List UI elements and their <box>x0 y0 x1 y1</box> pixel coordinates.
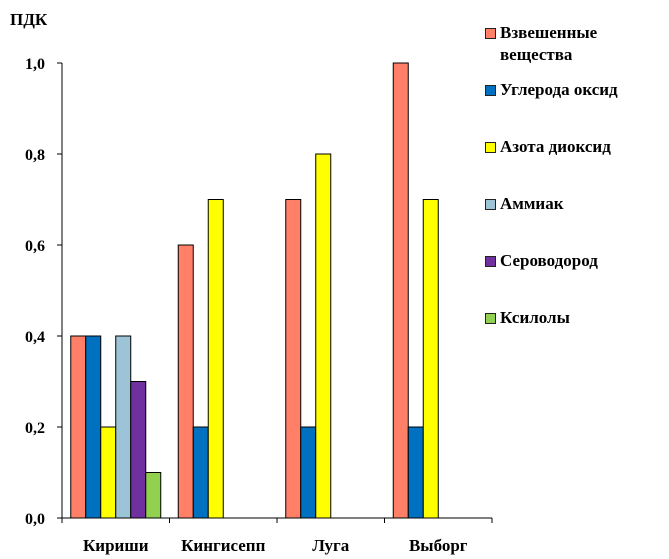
legend-swatch <box>485 28 496 39</box>
legend-swatch <box>485 85 496 96</box>
bar-series-2-category-1 <box>85 335 102 519</box>
bar-series-3-category-4 <box>422 199 439 519</box>
y-tick-label: 0,0 <box>25 511 45 528</box>
legend-label: Углерода оксид <box>500 80 618 99</box>
x-tick-label: Луга <box>312 536 349 555</box>
y-tick-label: 1,0 <box>25 56 45 73</box>
legend-swatch <box>485 256 496 267</box>
legend-swatch <box>485 199 496 210</box>
y-tick-label: 0,8 <box>25 147 45 164</box>
bar-series-1-category-4 <box>392 62 409 519</box>
legend-swatch <box>485 313 496 324</box>
y-axis-title: ПДК <box>10 10 48 29</box>
bar-series-3-category-1 <box>100 426 117 519</box>
x-tick-label: Выборг <box>409 536 468 555</box>
legend-label: Сероводород <box>500 251 598 270</box>
y-tick-label: 0,6 <box>25 238 45 255</box>
bar-series-3-category-2 <box>207 199 224 519</box>
bar-series-1-category-2 <box>177 244 194 519</box>
legend-label: Взвешенные вещества <box>500 23 598 64</box>
legend-item: Азота диоксид <box>485 136 665 182</box>
bar-series-5-category-1 <box>130 381 147 519</box>
x-tick-label: Кингисепп <box>181 536 266 555</box>
legend-item: Ксилолы <box>485 307 665 353</box>
legend-label: Аммиак <box>500 194 564 213</box>
bar-series-2-category-3 <box>300 426 317 519</box>
bar-series-3-category-3 <box>315 153 332 519</box>
bar-series-2-category-4 <box>407 426 424 519</box>
legend-item: Взвешенные вещества <box>485 22 665 68</box>
bar-series-1-category-3 <box>285 199 302 519</box>
legend-item: Сероводород <box>485 250 665 296</box>
legend-label: Ксилолы <box>500 308 570 327</box>
y-tick-label: 0,2 <box>25 420 45 437</box>
legend-label: Азота диоксид <box>500 137 611 156</box>
legend: Взвешенные вещества Углерода оксид Азота д… <box>485 0 665 345</box>
bar-series-2-category-2 <box>192 426 209 519</box>
y-tick-label: 0,4 <box>25 329 45 346</box>
bar-series-1-category-1 <box>70 335 87 519</box>
y-axis-ticks: 0,0 0,2 0,4 0,6 0,8 1,0 <box>25 56 62 528</box>
bar-series-4-category-1 <box>115 335 132 519</box>
bar-series-6-category-1 <box>145 472 162 519</box>
x-axis-ticks: Кириши Кингисепп Луга Выборг <box>61 518 493 555</box>
legend-item: Углерода оксид <box>485 79 665 125</box>
legend-swatch <box>485 142 496 153</box>
bars-layer <box>70 62 439 519</box>
legend-item: Аммиак <box>485 193 665 239</box>
x-tick-label: Кириши <box>83 536 149 555</box>
